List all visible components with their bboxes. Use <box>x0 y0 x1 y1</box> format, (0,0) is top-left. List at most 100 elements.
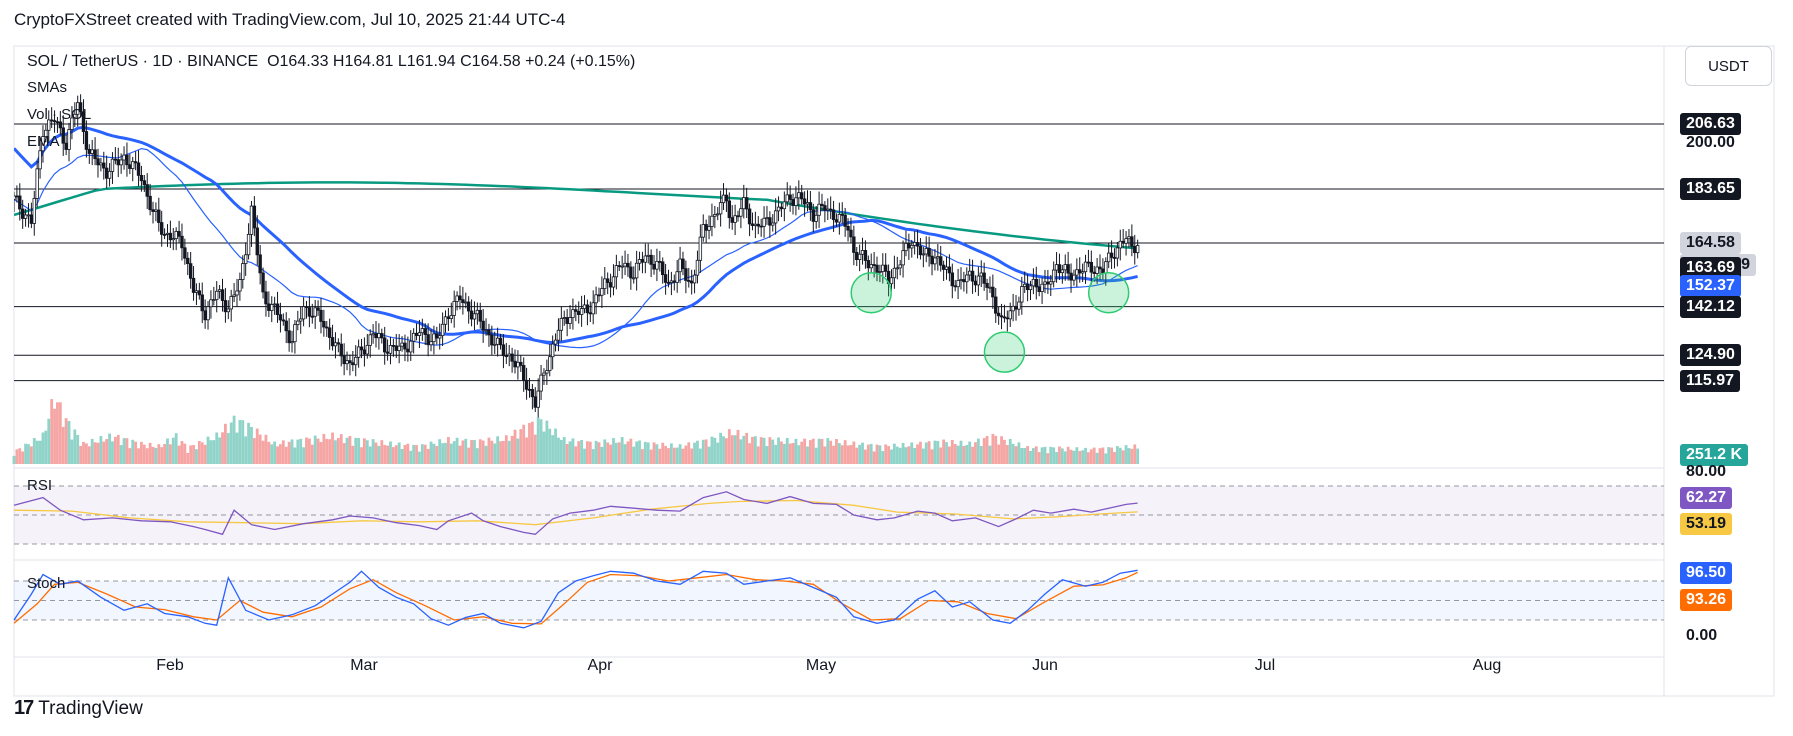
volume-bar <box>823 446 827 464</box>
volume-bar <box>299 438 303 464</box>
candle-up <box>1127 236 1131 240</box>
volume-bar <box>1069 449 1073 464</box>
volume-bar <box>261 440 265 464</box>
candle-up <box>119 159 123 166</box>
volume-bar <box>959 440 963 464</box>
candle-up <box>910 244 914 249</box>
volume-bar <box>238 419 242 464</box>
candle-down <box>1109 252 1114 258</box>
volume-bar <box>302 447 305 464</box>
volume-bar <box>785 438 789 464</box>
candle-up <box>229 296 233 310</box>
volume-bar <box>90 438 94 464</box>
candle-up <box>965 274 969 283</box>
candle-up <box>243 254 248 265</box>
volume-bar <box>490 440 494 464</box>
candle-up <box>794 197 798 206</box>
candle-up <box>1017 301 1021 310</box>
volume-bar <box>108 433 111 464</box>
candle-up <box>956 280 960 288</box>
volume-bar <box>962 445 966 464</box>
volume-bar <box>116 434 120 464</box>
price-tag-dark: 163.69 <box>1680 256 1741 279</box>
volume-bar <box>82 441 85 464</box>
volume-bar <box>426 448 430 464</box>
candle-down <box>125 154 129 166</box>
volume-bar <box>780 441 783 464</box>
volume-bar <box>751 436 754 464</box>
volume-bar <box>791 443 795 464</box>
candle-down <box>1092 271 1096 274</box>
volume-bar <box>478 439 482 464</box>
candle-up <box>814 214 818 222</box>
volume-bar <box>1113 451 1116 464</box>
volume-bar <box>722 436 725 464</box>
volume-bar <box>1098 448 1102 464</box>
candle-down <box>61 127 65 144</box>
volume-bar <box>200 442 204 464</box>
volume-bar <box>626 441 630 464</box>
volume-bar <box>99 436 103 464</box>
candle-up <box>959 279 963 281</box>
volume-bar <box>632 446 636 464</box>
currency-button[interactable]: USDT <box>1685 46 1772 86</box>
indicator-rsi-label[interactable]: RSI <box>27 477 53 494</box>
volume-bar <box>704 439 708 464</box>
candle-down <box>382 337 387 353</box>
volume-bar <box>363 438 366 464</box>
candle-up <box>14 195 16 200</box>
volume-bar <box>137 448 140 464</box>
candle-up <box>634 262 639 279</box>
candle-down <box>330 337 335 347</box>
candle-down <box>527 388 532 391</box>
candle-up <box>73 113 77 119</box>
volume-bar <box>971 446 974 464</box>
candle-up <box>154 209 158 212</box>
indicator-ema-label[interactable]: EMA <box>27 133 60 150</box>
volume-bar <box>542 431 546 464</box>
x-axis-month-label: Mar <box>350 657 378 674</box>
candle-down <box>565 317 569 324</box>
candle-down <box>747 208 752 225</box>
candle-up <box>495 337 500 345</box>
candle-up <box>594 294 598 304</box>
candle-up <box>47 119 51 131</box>
volume-bar <box>1052 447 1056 464</box>
candle-up <box>889 277 894 285</box>
indicator-sma-label[interactable]: SMAs <box>27 79 68 96</box>
volume-bar <box>806 446 809 464</box>
volume-bar <box>380 440 384 464</box>
tradingview-logo-icon: 17 <box>14 697 34 719</box>
volume-bar <box>919 441 922 464</box>
volume-bar <box>997 444 1001 464</box>
indicator-tag-rsi_ma: 53.19 <box>1680 513 1733 535</box>
candle-up <box>773 210 778 224</box>
volume-bar <box>484 445 488 464</box>
indicator-vol-label[interactable]: Vol · SOL <box>27 106 92 123</box>
candle-down <box>524 379 529 390</box>
volume-bar <box>820 439 824 464</box>
volume-bar <box>1008 438 1012 464</box>
candle-down <box>385 351 390 354</box>
candle-up <box>733 215 737 223</box>
volume-bar <box>606 442 610 464</box>
candle-up <box>67 129 71 150</box>
candle-up <box>99 162 103 166</box>
candle-down <box>808 202 813 211</box>
volume-bar <box>134 441 138 464</box>
candle-up <box>895 267 899 270</box>
volume-bar <box>435 445 439 464</box>
volume-bar <box>1110 447 1113 464</box>
candle-down <box>1002 316 1007 319</box>
volume-bar <box>1130 448 1134 464</box>
candle-up <box>646 254 650 257</box>
volume-bar <box>334 440 337 464</box>
volume-bar <box>904 447 908 464</box>
volume-bar <box>1031 448 1035 464</box>
volume-bar <box>803 438 807 464</box>
volume-bar <box>313 435 317 464</box>
candle-down <box>426 334 430 346</box>
volume-bar <box>982 438 986 464</box>
indicator-stoch-label[interactable]: Stoch <box>27 575 66 592</box>
